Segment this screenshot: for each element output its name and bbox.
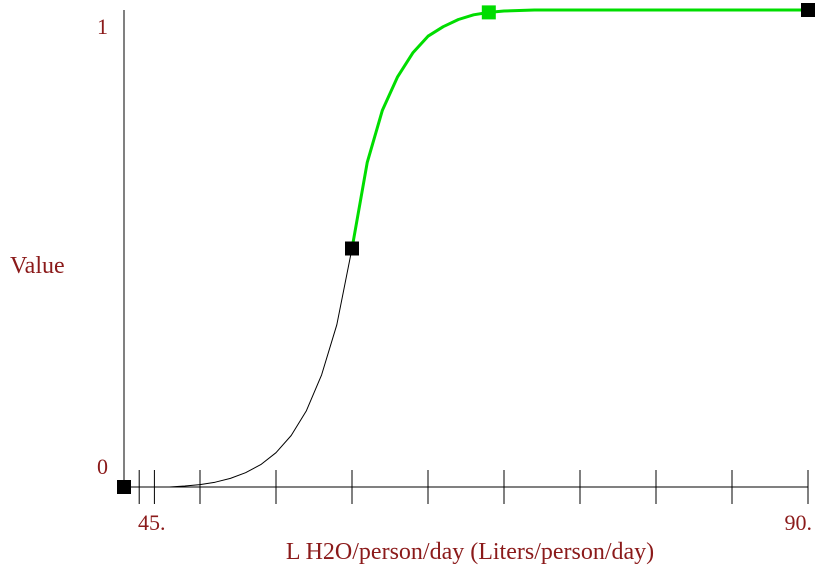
data-point[interactable] — [481, 5, 496, 20]
data-point[interactable] — [345, 241, 359, 256]
y-tick-label-bottom: 0 — [97, 454, 108, 479]
x-axis-title: L H2O/person/day (Liters/person/day) — [286, 539, 654, 565]
y-axis-title: Value — [10, 253, 65, 279]
x-tick-label-right: 90. — [785, 510, 813, 535]
curve-layer — [124, 8, 808, 488]
data-point[interactable] — [117, 480, 131, 494]
x-tick-label-left: 45. — [138, 510, 166, 535]
y-tick-label-top: 1 — [97, 14, 108, 39]
curve-series-highlight — [350, 8, 808, 249]
data-point[interactable] — [801, 3, 815, 17]
points-layer — [117, 3, 815, 494]
curve-series-base — [124, 248, 353, 488]
x-ticks — [138, 470, 809, 504]
axes — [123, 10, 808, 494]
